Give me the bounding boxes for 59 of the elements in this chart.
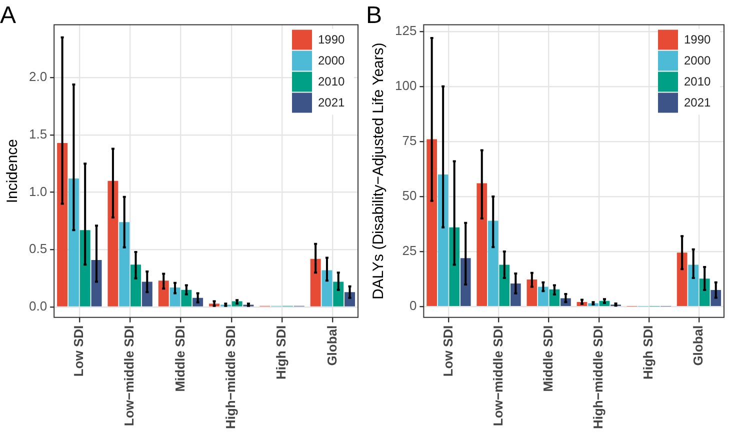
x-tick-label: High−middle SDI [222, 325, 238, 430]
x-tick-label: High−middle SDI [590, 325, 606, 430]
bar [57, 142, 68, 306]
legend-label: 2021 [318, 96, 346, 110]
chart-title: B [366, 2, 382, 30]
bar [158, 280, 169, 306]
x-tick-label: Low SDI [440, 325, 456, 377]
x-tick-label: High SDI [640, 325, 656, 380]
bar [181, 290, 192, 306]
y-tick-label: 50 [402, 188, 417, 204]
bar [119, 222, 130, 306]
bar [526, 279, 538, 306]
y-tick-label: 1.5 [28, 126, 48, 142]
x-tick-label: Low−middle SDI [490, 325, 506, 426]
bar [488, 220, 498, 306]
legend-label: 2000 [684, 54, 712, 68]
bar [476, 183, 488, 306]
y-tick-label: 125 [394, 22, 417, 38]
legend-label: 2010 [684, 74, 712, 89]
y-tick-label: 2.0 [28, 69, 48, 84]
x-tick-label: Middle SDI [540, 325, 556, 392]
y-axis-title: Incidence [4, 138, 22, 204]
bar [676, 252, 688, 306]
y-axis-title: DALYs (Disability−Adjusted Life Years) [370, 42, 388, 300]
x-tick-label: Low SDI [70, 325, 86, 377]
y-tick-label: 75 [402, 133, 417, 148]
x-tick-label: Low−middle SDI [122, 325, 137, 426]
y-tick-label: 25 [402, 243, 417, 258]
bar [80, 230, 90, 306]
bar [449, 227, 460, 306]
bar [688, 264, 699, 306]
x-tick-label: Middle SDI [172, 325, 188, 392]
bar [333, 282, 344, 306]
bar [499, 264, 510, 306]
bar [108, 180, 118, 306]
y-tick-label: 1.0 [28, 184, 48, 199]
bar [426, 139, 438, 306]
bar [142, 282, 152, 306]
legend-label: 2021 [684, 96, 712, 110]
chart-title: A [0, 2, 16, 30]
legend-label: 2000 [318, 54, 346, 68]
y-tick-label: 0.5 [28, 241, 48, 256]
y-tick-label: 0 [409, 298, 417, 314]
x-tick-label: Global [690, 325, 706, 366]
legend-label: 1990 [684, 32, 712, 47]
bar [322, 270, 332, 306]
y-tick-label: 0.0 [28, 298, 48, 314]
bar [130, 264, 141, 306]
bar [538, 286, 548, 306]
x-tick-label: High SDI [274, 325, 289, 380]
bar [170, 288, 180, 306]
y-tick-label: 100 [394, 78, 417, 94]
bar [310, 258, 321, 306]
bar [699, 278, 710, 306]
x-tick-label: Global [324, 325, 340, 366]
bar [438, 174, 448, 306]
legend-label: 2010 [318, 74, 346, 89]
legend-label: 1990 [318, 32, 346, 47]
bar [68, 178, 79, 306]
